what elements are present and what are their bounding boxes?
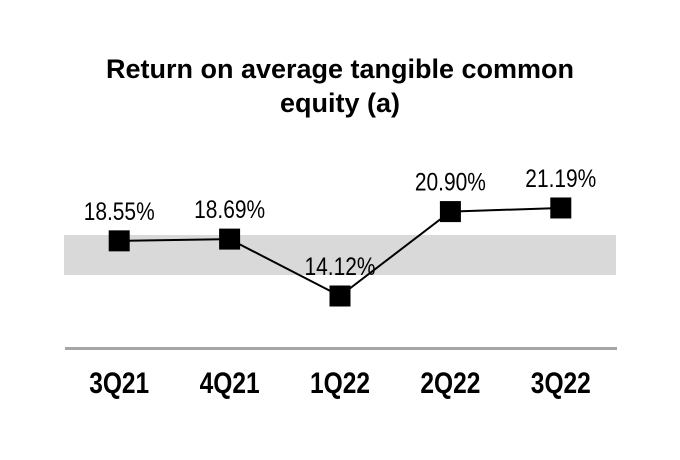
chart-title-line1: Return on average tangible common (105, 54, 575, 84)
chart-title-line2: equity (a) (279, 88, 400, 118)
data-point-marker-3Q22 (550, 197, 572, 219)
data-label-3Q22: 21.19% (525, 165, 596, 193)
x-axis-label-3Q22: 3Q22 (531, 367, 591, 400)
data-point-marker-1Q22 (329, 285, 351, 307)
data-label-3Q21: 18.55% (84, 198, 155, 226)
x-axis-label-1Q22: 1Q22 (310, 367, 370, 400)
x-axis-line (65, 347, 617, 350)
chart-title: Return on average tangible common equity… (0, 52, 680, 120)
x-axis-label-4Q21: 4Q21 (200, 367, 260, 400)
highlight-band (64, 235, 616, 275)
data-label-2Q22: 20.90% (415, 169, 486, 197)
data-point-marker-2Q22 (439, 201, 461, 223)
x-axis-label-2Q22: 2Q22 (420, 367, 480, 400)
data-label-1Q22: 14.12% (305, 253, 376, 281)
data-label-4Q21: 18.69% (194, 196, 265, 224)
data-point-marker-4Q21 (219, 228, 241, 250)
x-axis-label-3Q21: 3Q21 (89, 367, 149, 400)
data-point-marker-3Q21 (108, 230, 130, 252)
